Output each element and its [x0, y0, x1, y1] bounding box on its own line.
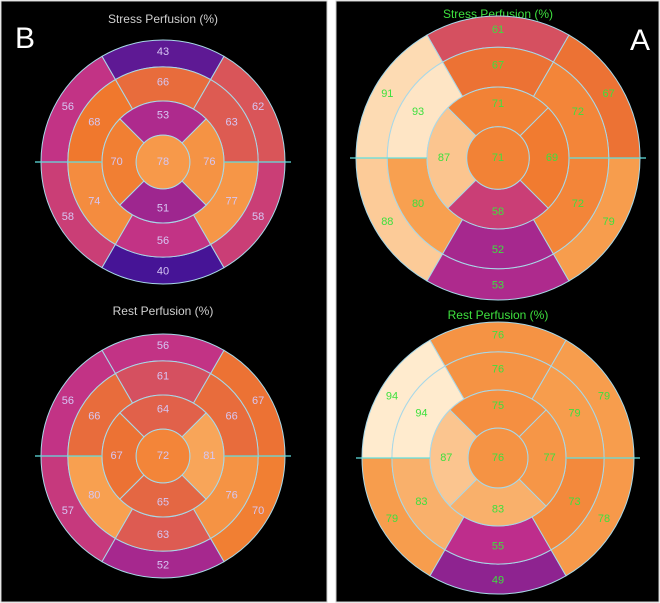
segment-value: 78 [157, 156, 169, 168]
segment-value: 79 [386, 513, 398, 525]
segment-value: 94 [415, 408, 427, 420]
segment-value: 75 [492, 400, 504, 412]
segment-value: 66 [226, 410, 238, 422]
segment-value: 76 [492, 452, 504, 464]
map-title: Rest Perfusion (%) [113, 304, 214, 318]
map-title: Rest Perfusion (%) [448, 308, 549, 322]
segment-value: 68 [88, 116, 100, 128]
segment-value: 79 [568, 408, 580, 420]
segment-value: 80 [412, 198, 424, 210]
segment-value: 76 [492, 364, 504, 376]
segment-value: 61 [157, 371, 169, 383]
segment-value: 87 [440, 452, 452, 464]
segment-value: 81 [203, 450, 215, 462]
segment-value: 72 [572, 106, 584, 118]
segment-value: 63 [226, 116, 238, 128]
segment-value: 49 [492, 574, 504, 586]
segment-value: 52 [492, 244, 504, 256]
segment-value: 83 [415, 496, 427, 508]
segment-value: 67 [111, 450, 123, 462]
segment-value: 56 [157, 340, 169, 352]
segment-value: 76 [226, 490, 238, 502]
segment-value: 51 [157, 202, 169, 214]
map-title: Stress Perfusion (%) [108, 12, 218, 26]
segment-value: 58 [252, 211, 264, 223]
segment-value: 58 [62, 211, 74, 223]
segment-value: 70 [111, 156, 123, 168]
segment-value: 76 [203, 156, 215, 168]
segment-value: 70 [252, 505, 264, 517]
segment-value: 57 [62, 505, 74, 517]
segment-value: 52 [157, 560, 169, 572]
segment-value: 94 [386, 391, 398, 403]
segment-value: 73 [568, 496, 580, 508]
segment-value: 64 [157, 404, 169, 416]
segment-value: 56 [62, 101, 74, 113]
segment-value: 72 [572, 198, 584, 210]
segment-value: 79 [603, 216, 615, 228]
segment-value: 63 [157, 529, 169, 541]
segment-value: 58 [492, 206, 504, 218]
segment-value: 67 [603, 88, 615, 100]
segment-value: 66 [88, 410, 100, 422]
segment-value: 77 [226, 196, 238, 208]
figure: B Stress Perfusion (%) 43 56 58 40 58 62 66 68 74 5… [0, 0, 660, 603]
segment-value: 88 [381, 216, 393, 228]
segment-value: 91 [381, 88, 393, 100]
segment-value: 61 [492, 24, 504, 36]
segment-value: 43 [157, 46, 169, 58]
segment-value: 66 [157, 77, 169, 89]
segment-value: 80 [88, 490, 100, 502]
segment-value: 83 [492, 504, 504, 516]
segment-value: 65 [157, 496, 169, 508]
segment-value: 69 [546, 152, 558, 164]
panel-label: B [15, 22, 35, 55]
segment-value: 72 [157, 450, 169, 462]
segment-value: 74 [88, 196, 100, 208]
segment-value: 53 [157, 110, 169, 122]
segment-value: 55 [492, 540, 504, 552]
segment-value: 78 [598, 513, 610, 525]
panel-label: A [630, 24, 650, 57]
segment-value: 71 [492, 98, 504, 110]
segment-value: 76 [492, 330, 504, 342]
segment-value: 67 [492, 60, 504, 72]
segment-value: 67 [252, 395, 264, 407]
segment-value: 87 [438, 152, 450, 164]
segment-value: 71 [492, 152, 504, 164]
segment-value: 62 [252, 101, 264, 113]
segment-value: 77 [544, 452, 556, 464]
segment-value: 93 [412, 106, 424, 118]
segment-value: 40 [157, 266, 169, 278]
segment-value: 53 [492, 280, 504, 292]
segment-value: 79 [598, 391, 610, 403]
segment-value: 56 [157, 235, 169, 247]
segment-value: 56 [62, 395, 74, 407]
